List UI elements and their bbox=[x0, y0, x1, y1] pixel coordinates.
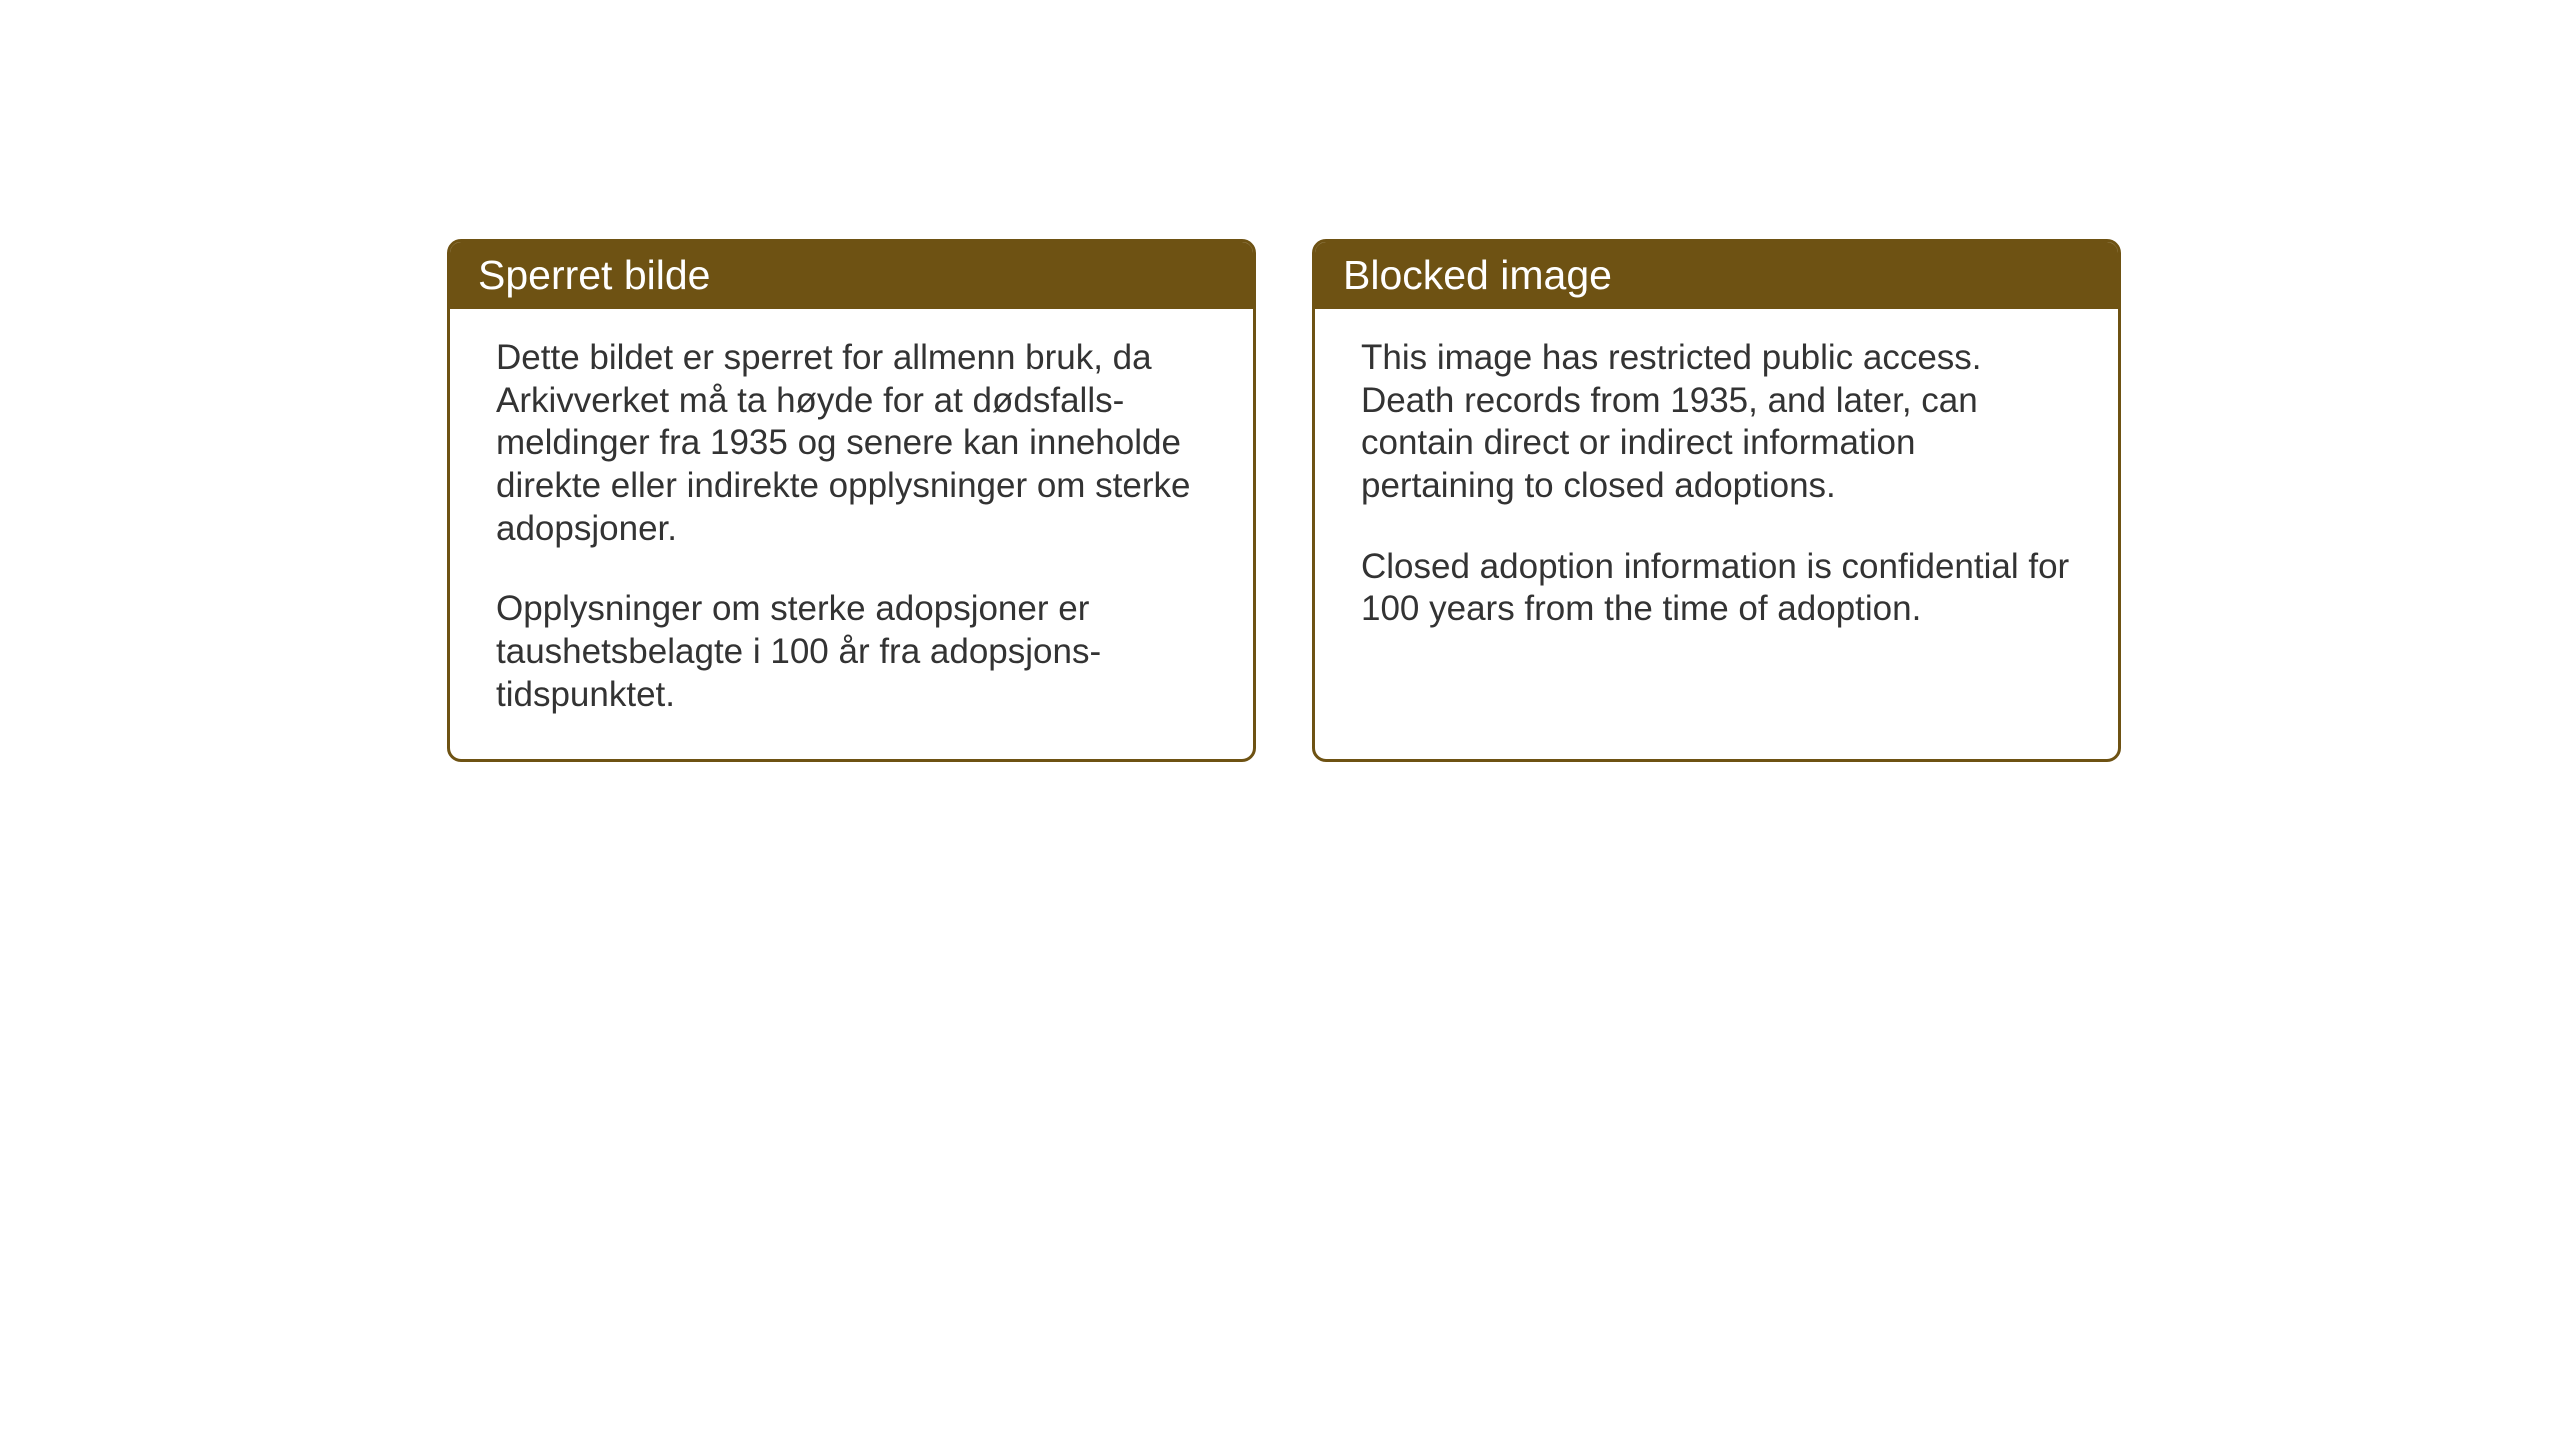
card-paragraph-2: Opplysninger om sterke adopsjoner er tau… bbox=[496, 588, 1207, 716]
card-paragraph-1: Dette bildet er sperret for allmenn bruk… bbox=[496, 337, 1207, 550]
cards-container: Sperret bilde Dette bildet er sperret fo… bbox=[447, 239, 2121, 762]
card-header: Sperret bilde bbox=[450, 242, 1253, 309]
card-paragraph-1: This image has restricted public access.… bbox=[1361, 337, 2072, 508]
card-header: Blocked image bbox=[1315, 242, 2118, 309]
card-title: Blocked image bbox=[1343, 252, 1612, 298]
card-body: This image has restricted public access.… bbox=[1315, 309, 2118, 673]
card-paragraph-2: Closed adoption information is confident… bbox=[1361, 546, 2072, 631]
card-norwegian: Sperret bilde Dette bildet er sperret fo… bbox=[447, 239, 1256, 762]
card-english: Blocked image This image has restricted … bbox=[1312, 239, 2121, 762]
card-title: Sperret bilde bbox=[478, 252, 710, 298]
card-body: Dette bildet er sperret for allmenn bruk… bbox=[450, 309, 1253, 759]
